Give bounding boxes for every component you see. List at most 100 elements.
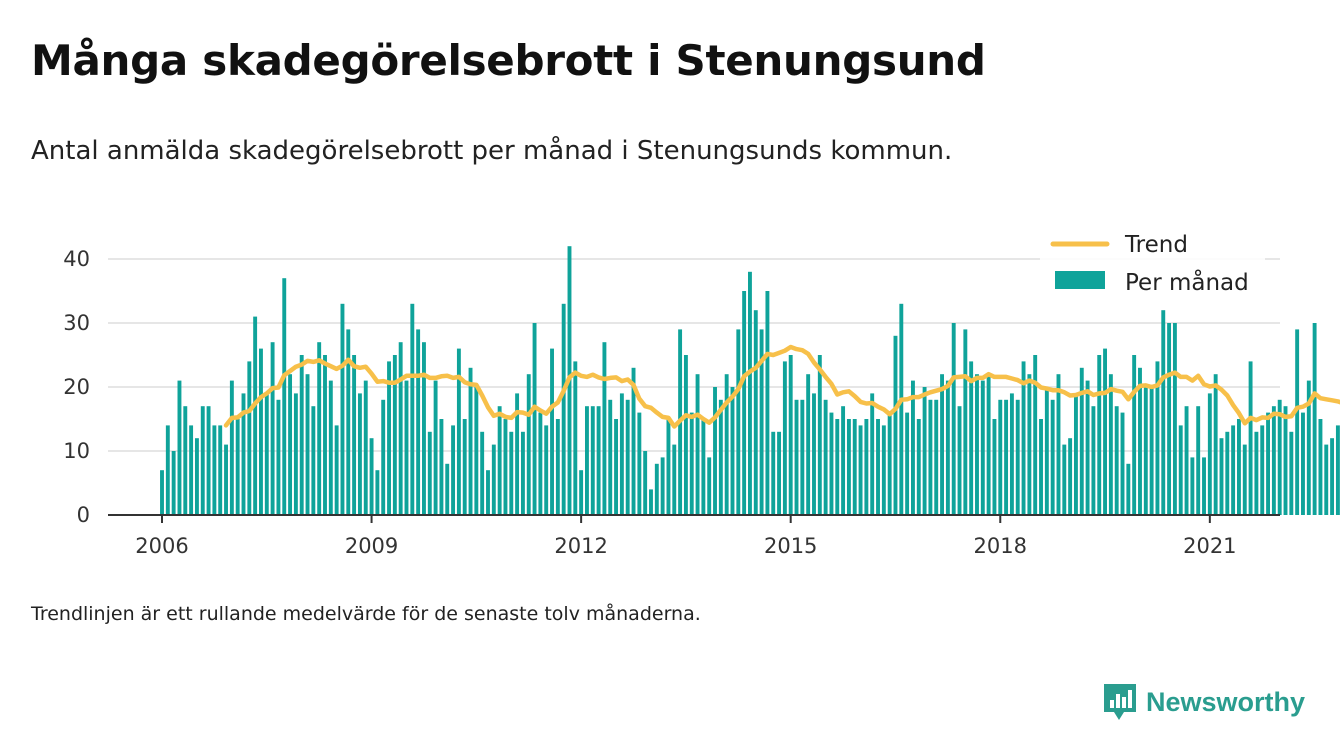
bar bbox=[1039, 419, 1043, 515]
bar bbox=[800, 399, 805, 515]
trend-line bbox=[223, 344, 1340, 429]
bar bbox=[328, 380, 333, 515]
bar bbox=[352, 355, 357, 515]
bar bbox=[1306, 380, 1311, 515]
bar bbox=[817, 355, 822, 515]
bar bbox=[1202, 457, 1206, 515]
bar bbox=[1196, 406, 1201, 515]
bar bbox=[264, 393, 269, 515]
bar bbox=[1044, 387, 1049, 515]
bar bbox=[334, 425, 339, 515]
bar bbox=[532, 323, 537, 515]
bar bbox=[1207, 393, 1212, 515]
bar bbox=[654, 463, 659, 515]
bar bbox=[1254, 431, 1259, 515]
bar bbox=[1324, 444, 1329, 515]
bar bbox=[1335, 425, 1340, 515]
newsworthy-logo[interactable]: Newsworthy bbox=[1102, 682, 1305, 722]
bar bbox=[957, 406, 962, 515]
bar bbox=[992, 419, 997, 515]
bar bbox=[1103, 348, 1107, 515]
bar bbox=[340, 303, 345, 515]
legend-label-trend: Trend bbox=[1124, 232, 1188, 258]
bar bbox=[608, 399, 613, 515]
bar bbox=[363, 380, 368, 515]
bar bbox=[963, 329, 968, 515]
bar bbox=[672, 444, 677, 515]
bar bbox=[736, 329, 741, 515]
bar bbox=[986, 374, 991, 515]
bar bbox=[911, 380, 915, 515]
bar bbox=[975, 374, 979, 515]
bar bbox=[387, 361, 391, 515]
bar bbox=[707, 457, 712, 515]
bar bbox=[206, 406, 211, 515]
x-tick-label: 2009 bbox=[345, 534, 398, 558]
bar bbox=[928, 399, 933, 515]
bar bbox=[666, 419, 671, 515]
bar bbox=[1231, 425, 1236, 515]
bar bbox=[550, 348, 554, 515]
bar bbox=[520, 431, 525, 515]
bar bbox=[439, 419, 444, 515]
bar bbox=[299, 355, 304, 515]
bar bbox=[1073, 393, 1078, 515]
bar bbox=[1149, 387, 1154, 515]
y-tick-label: 0 bbox=[77, 503, 90, 527]
bar bbox=[247, 361, 252, 515]
bar bbox=[445, 463, 450, 515]
bar bbox=[852, 419, 857, 515]
bar bbox=[765, 291, 770, 515]
bar bbox=[683, 355, 688, 515]
legend-per-manad-swatch bbox=[1055, 271, 1105, 289]
bar-series-per-manad bbox=[160, 246, 1340, 515]
bar bbox=[212, 425, 217, 515]
bar bbox=[468, 367, 473, 515]
bar bbox=[288, 374, 293, 515]
bar bbox=[782, 361, 787, 515]
bar bbox=[480, 431, 485, 515]
bar bbox=[899, 303, 904, 515]
legend: Trend Per månad bbox=[1040, 230, 1265, 310]
bar bbox=[427, 431, 432, 515]
bar bbox=[718, 399, 723, 515]
bar bbox=[934, 399, 939, 515]
bar bbox=[969, 361, 974, 515]
bar bbox=[1167, 323, 1172, 515]
line-series-trend bbox=[223, 344, 1340, 429]
bar bbox=[602, 342, 607, 515]
bar bbox=[1312, 323, 1317, 515]
bar bbox=[823, 399, 828, 515]
bar bbox=[224, 444, 228, 515]
bar bbox=[165, 425, 170, 515]
bar bbox=[1097, 355, 1102, 515]
bar bbox=[753, 310, 758, 515]
bar bbox=[1132, 355, 1137, 515]
bar bbox=[526, 374, 531, 515]
bar bbox=[218, 425, 223, 515]
bar bbox=[1225, 431, 1230, 515]
bar bbox=[311, 406, 316, 515]
bar bbox=[1068, 438, 1073, 515]
bar bbox=[1260, 425, 1265, 515]
bar bbox=[660, 457, 665, 515]
bar bbox=[579, 470, 584, 515]
bar bbox=[544, 425, 549, 515]
bar bbox=[649, 489, 653, 515]
footnote: Trendlinjen är ett rullande medelvärde f… bbox=[31, 603, 701, 625]
bar bbox=[1056, 374, 1061, 515]
bar bbox=[317, 342, 322, 515]
bar bbox=[1091, 406, 1096, 515]
bar bbox=[253, 316, 258, 515]
bar bbox=[1062, 444, 1067, 515]
x-tick-label: 2012 bbox=[554, 534, 607, 558]
bar bbox=[905, 412, 910, 515]
bar bbox=[759, 329, 764, 515]
bar bbox=[1242, 444, 1247, 515]
bar bbox=[619, 393, 624, 515]
bar bbox=[631, 367, 636, 515]
bar bbox=[1277, 399, 1282, 515]
bar bbox=[160, 470, 164, 515]
bar bbox=[835, 419, 840, 515]
bar bbox=[585, 406, 589, 515]
